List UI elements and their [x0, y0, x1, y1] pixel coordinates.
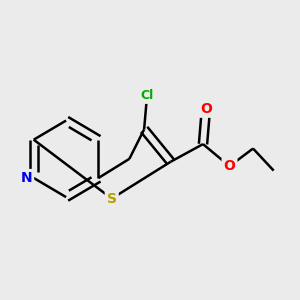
Text: N: N	[20, 171, 32, 185]
Text: Cl: Cl	[140, 89, 154, 102]
Text: O: O	[200, 102, 212, 116]
Text: O: O	[224, 159, 236, 173]
Text: S: S	[107, 192, 117, 206]
